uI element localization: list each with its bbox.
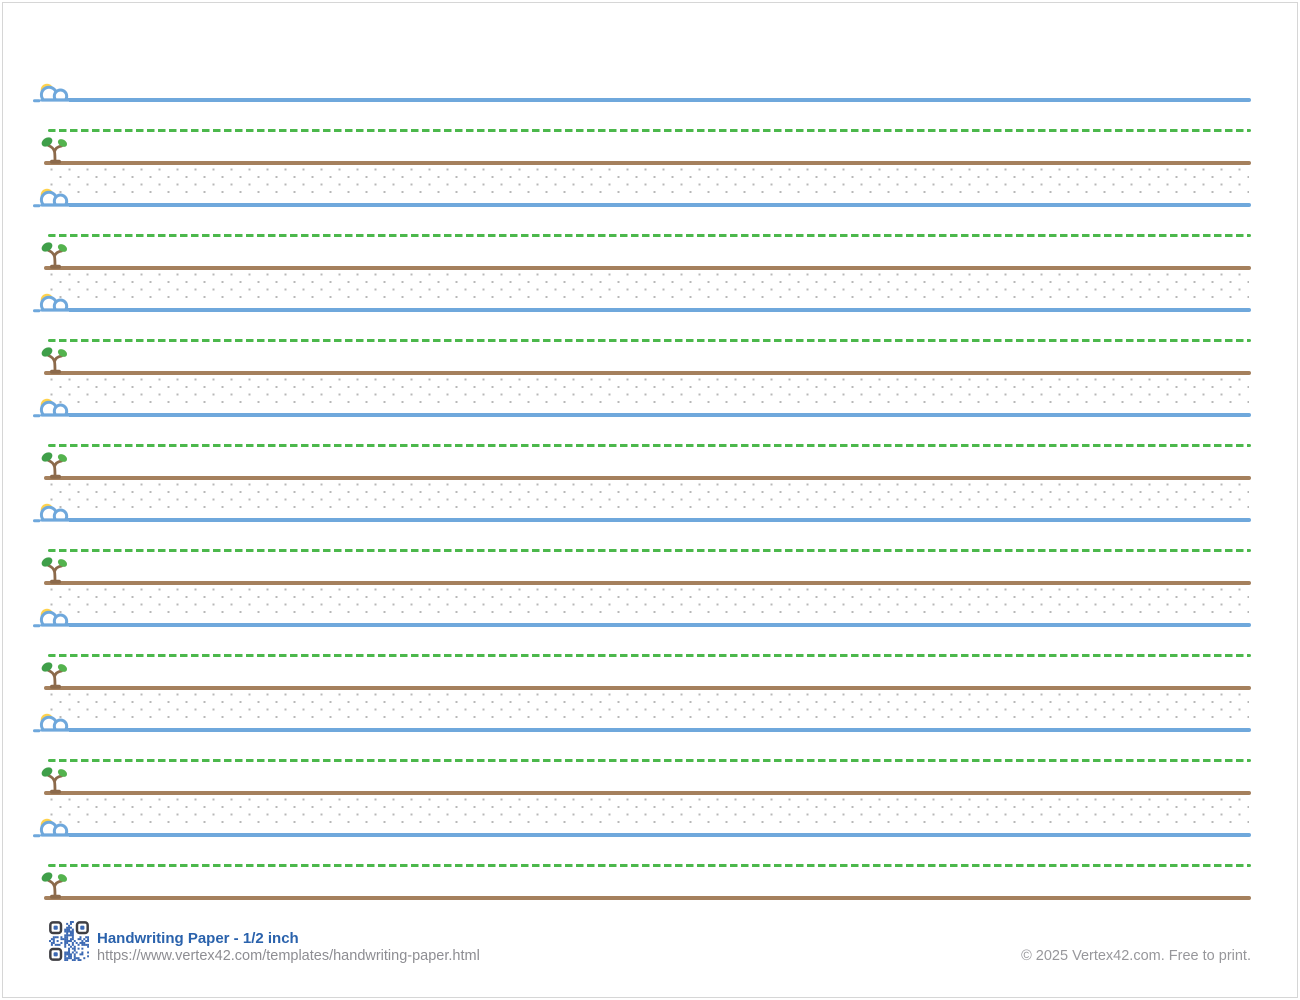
descender-dot-band (50, 798, 1249, 828)
sky-line (44, 413, 1251, 417)
base-line (44, 896, 1251, 900)
mid-dashed-line (48, 654, 1251, 657)
seedling-icon (41, 557, 68, 584)
footer-text-block: Handwriting Paper - 1/2 inch https://www… (97, 931, 480, 964)
qr-code-icon (49, 921, 89, 961)
seedling-icon (41, 347, 68, 374)
mid-dashed-line (48, 234, 1251, 237)
base-line (44, 266, 1251, 270)
base-line (44, 371, 1251, 375)
writing-row (0, 293, 1300, 413)
sky-line (44, 518, 1251, 522)
writing-row (0, 188, 1300, 308)
descender-dot-band (50, 483, 1249, 513)
writing-row (0, 608, 1300, 728)
base-line (44, 581, 1251, 585)
seedling-icon (41, 242, 68, 269)
sun-cloud-icon (33, 398, 72, 426)
descender-dot-band (50, 588, 1249, 618)
copyright-text: © 2025 Vertex42.com. Free to print. (1021, 948, 1251, 964)
footer: Handwriting Paper - 1/2 inch https://www… (0, 915, 1300, 975)
footer-url: https://www.vertex42.com/templates/handw… (97, 948, 480, 964)
sky-line (44, 623, 1251, 627)
descender-dot-band (50, 168, 1249, 198)
sun-cloud-icon (33, 713, 72, 741)
seedling-icon (41, 452, 68, 479)
descender-dot-band (50, 378, 1249, 408)
descender-dot-band (50, 693, 1249, 723)
base-line (44, 791, 1251, 795)
sun-cloud-icon (33, 83, 72, 111)
writing-row (0, 398, 1300, 518)
mid-dashed-line (48, 444, 1251, 447)
sun-cloud-icon (33, 188, 72, 216)
mid-dashed-line (48, 339, 1251, 342)
footer-title: Handwriting Paper - 1/2 inch (97, 930, 299, 947)
writing-row (0, 503, 1300, 623)
writing-row (0, 818, 1300, 938)
seedling-icon (41, 137, 68, 164)
sky-line (44, 98, 1251, 102)
base-line (44, 686, 1251, 690)
mid-dashed-line (48, 759, 1251, 762)
sky-line (44, 728, 1251, 732)
base-line (44, 161, 1251, 165)
seedling-icon (41, 872, 68, 899)
sky-line (44, 203, 1251, 207)
writing-row (0, 713, 1300, 833)
mid-dashed-line (48, 549, 1251, 552)
sun-cloud-icon (33, 293, 72, 321)
sun-cloud-icon (33, 818, 72, 846)
sun-cloud-icon (33, 503, 72, 531)
writing-row (0, 83, 1300, 203)
base-line (44, 476, 1251, 480)
seedling-icon (41, 662, 68, 689)
sun-cloud-icon (33, 608, 72, 636)
sky-line (44, 308, 1251, 312)
descender-dot-band (50, 273, 1249, 303)
mid-dashed-line (48, 129, 1251, 132)
sky-line (44, 833, 1251, 837)
seedling-icon (41, 767, 68, 794)
mid-dashed-line (48, 864, 1251, 867)
